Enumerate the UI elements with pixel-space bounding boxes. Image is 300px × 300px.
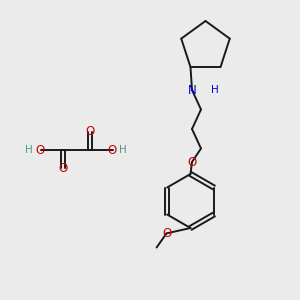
Text: N: N xyxy=(188,83,196,97)
Text: H: H xyxy=(119,145,127,155)
Text: O: O xyxy=(162,227,171,240)
Text: H: H xyxy=(211,85,218,95)
Text: H: H xyxy=(25,145,32,155)
Text: O: O xyxy=(36,143,45,157)
Text: O: O xyxy=(58,161,68,175)
Text: O: O xyxy=(85,125,94,139)
Text: O: O xyxy=(188,155,196,169)
Text: O: O xyxy=(108,143,117,157)
